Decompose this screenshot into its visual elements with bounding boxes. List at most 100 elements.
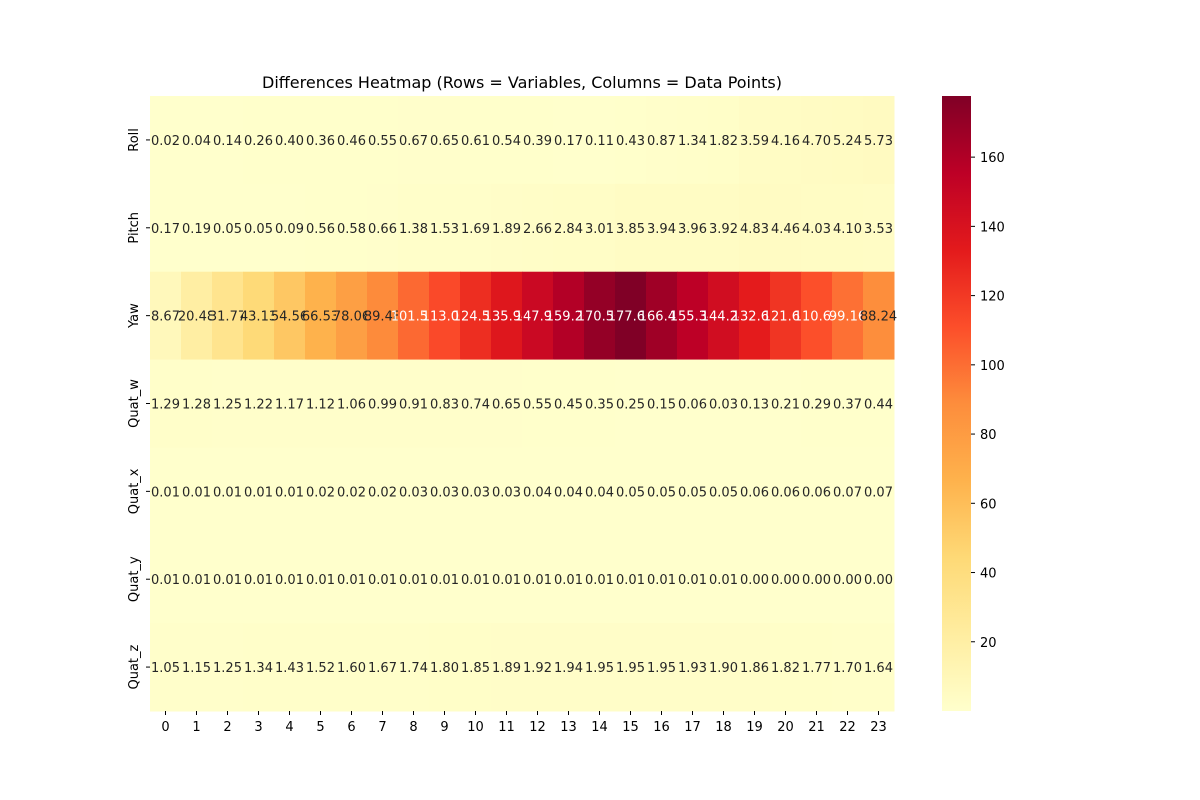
- heatmap-cell: [150, 96, 182, 185]
- colorbar-gradient: [942, 96, 971, 711]
- cell-value-label: 1.52: [306, 661, 335, 676]
- y-tick-label: Yaw: [127, 303, 142, 329]
- y-tick-label: Quat_x: [127, 468, 142, 514]
- heatmap-cell: [460, 183, 492, 273]
- heatmap-cell: [770, 271, 802, 361]
- x-tick-label: 7: [378, 720, 386, 735]
- heatmap-cell: [708, 183, 740, 273]
- heatmap-cell: [181, 183, 213, 273]
- cell-value-label: 3.96: [678, 222, 707, 237]
- cell-value-label: 0.00: [740, 573, 769, 588]
- cell-value-label: 0.00: [771, 573, 800, 588]
- heatmap-cell: [863, 447, 895, 536]
- cell-value-label: 0.02: [368, 485, 397, 500]
- heatmap-cell: [832, 96, 864, 185]
- heatmap-cell: [770, 96, 802, 185]
- cell-value-label: 0.44: [864, 398, 893, 413]
- heatmap-cell: [739, 447, 771, 536]
- cell-value-label: 0.54: [492, 134, 521, 149]
- heatmap-cell: [770, 623, 802, 712]
- cell-value-label: 3.53: [864, 222, 893, 237]
- heatmap-cell: [801, 96, 833, 185]
- heatmap-cell: [212, 535, 244, 624]
- heatmap-cell: [429, 183, 461, 273]
- heatmap-cell: [305, 535, 337, 624]
- cell-value-label: 0.56: [306, 222, 335, 237]
- cell-value-label: 4.83: [740, 222, 769, 237]
- y-tick-label: Quat_w: [127, 379, 142, 428]
- heatmap-cell: [274, 535, 306, 624]
- heatmap-cell: [398, 183, 430, 273]
- heatmap-cell: [305, 271, 337, 361]
- y-tick-label: Pitch: [127, 212, 142, 244]
- heatmap-cell: [336, 535, 368, 624]
- cell-value-label: 144.24: [701, 310, 747, 325]
- heatmap-cell: [181, 447, 213, 536]
- heatmap-cell: [243, 359, 275, 448]
- heatmap-cell: [460, 535, 492, 624]
- cell-value-label: 0.01: [244, 573, 273, 588]
- cell-value-label: 0.01: [492, 573, 521, 588]
- heatmap-cell: [367, 96, 399, 185]
- heatmap-cell: [677, 271, 709, 361]
- cell-value-label: 3.01: [585, 222, 614, 237]
- cell-value-label: 0.01: [523, 573, 552, 588]
- heatmap-cell: [150, 359, 182, 448]
- heatmap-cell: [739, 96, 771, 185]
- heatmap-cell: [522, 535, 554, 624]
- heatmap-cell: [801, 183, 833, 273]
- heatmap-cell: [770, 447, 802, 536]
- cell-value-label: 1.17: [275, 398, 304, 413]
- cell-value-label: 159.26: [546, 310, 592, 325]
- cell-value-label: 0.02: [306, 485, 335, 500]
- cell-value-label: 1.86: [740, 661, 769, 676]
- heatmap-cell: [553, 183, 585, 273]
- x-tick-label: 20: [777, 720, 794, 735]
- heatmap-cell: [460, 359, 492, 448]
- y-tick-label: Quat_y: [127, 556, 142, 602]
- heatmap-cell: [708, 271, 740, 361]
- cell-value-label: 8.67: [151, 310, 180, 325]
- cell-value-label: 0.65: [430, 134, 459, 149]
- heatmap-cell: [832, 623, 864, 712]
- cell-value-label: 1.28: [182, 398, 211, 413]
- cell-value-label: 0.03: [430, 485, 459, 500]
- cell-value-label: 0.02: [337, 485, 366, 500]
- x-tick-label: 16: [653, 720, 670, 735]
- cell-value-label: 0.83: [430, 398, 459, 413]
- cell-value-label: 0.04: [523, 485, 552, 500]
- x-tick-label: 21: [808, 720, 825, 735]
- cell-value-label: 0.21: [771, 398, 800, 413]
- heatmap-cell: [801, 359, 833, 448]
- heatmap-cell: [646, 447, 678, 536]
- cell-value-label: 0.03: [709, 398, 738, 413]
- heatmap-cell: [677, 183, 709, 273]
- heatmap-cell: [491, 623, 523, 712]
- colorbar: 20 40 60 80 100 120 140 160: [942, 96, 1005, 711]
- heatmap-cell: [336, 271, 368, 361]
- x-tick-label: 9: [440, 720, 448, 735]
- cell-value-label: 0.02: [151, 134, 180, 149]
- cell-value-label: 5.73: [864, 134, 893, 149]
- heatmap-cell: [646, 271, 678, 361]
- heatmap-cell: [553, 535, 585, 624]
- cell-value-label: 0.01: [213, 573, 242, 588]
- cell-value-label: 0.29: [802, 398, 831, 413]
- cell-value-label: 0.01: [213, 485, 242, 500]
- heatmap-cell: [584, 271, 616, 361]
- cell-value-label: 0.66: [368, 222, 397, 237]
- cell-value-label: 2.66: [523, 222, 552, 237]
- heatmap-cells: 0.02 0.04 0.14 0.26 0.40 0.36 0.46 0.55 0.67 0.65…: [150, 96, 897, 712]
- heatmap-cell: [274, 447, 306, 536]
- heatmap-cell: [150, 535, 182, 624]
- heatmap-cell: [491, 535, 523, 624]
- cell-value-label: 0.61: [461, 134, 490, 149]
- heatmap-cell: [336, 359, 368, 448]
- heatmap-cell: [336, 623, 368, 712]
- x-tick-label: 17: [684, 720, 701, 735]
- heatmap-cell: [429, 271, 461, 361]
- cell-value-label: 0.40: [275, 134, 304, 149]
- heatmap-cell: [863, 271, 895, 361]
- heatmap-cell: [584, 359, 616, 448]
- x-tick-label: 6: [347, 720, 355, 735]
